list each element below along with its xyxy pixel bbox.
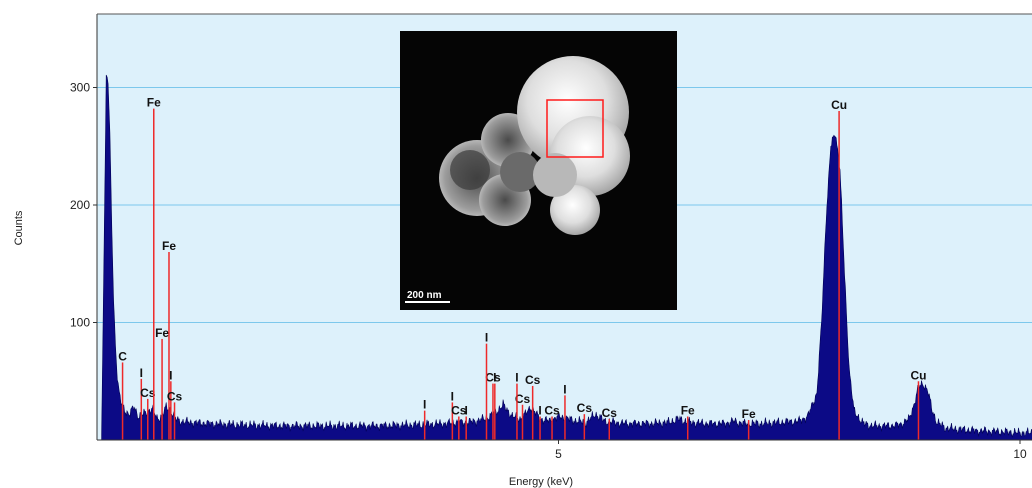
peak-label-fe: Fe bbox=[155, 326, 169, 340]
peak-label-cs: Cs bbox=[167, 389, 183, 403]
y-tick-label: 200 bbox=[70, 198, 90, 212]
peak-label-cs: Cs bbox=[602, 406, 618, 420]
peak-label-i: I bbox=[493, 371, 496, 385]
peak-label-cs: Cs bbox=[140, 386, 156, 400]
peak-label-i: I bbox=[538, 404, 541, 418]
peak-label-fe: Fe bbox=[147, 96, 161, 110]
scale-bar-label: 200 nm bbox=[407, 290, 442, 301]
peak-label-cs: Cs bbox=[515, 392, 531, 406]
peak-label-i: I bbox=[465, 404, 468, 418]
peak-label-i: I bbox=[563, 382, 566, 396]
x-tick-label: 10 bbox=[1013, 447, 1027, 461]
y-axis-label: Counts bbox=[13, 210, 25, 245]
peak-label-cs: Cs bbox=[451, 404, 467, 418]
peak-label-i: I bbox=[423, 398, 426, 412]
peak-label-i: I bbox=[515, 371, 518, 385]
peak-label-fe: Fe bbox=[162, 239, 176, 253]
peak-label-cs: Cs bbox=[525, 373, 541, 387]
spectrum-area bbox=[101, 74, 1032, 441]
y-tick-label: 300 bbox=[70, 81, 90, 95]
x-tick-label: 5 bbox=[555, 447, 562, 461]
selection-box bbox=[546, 99, 604, 158]
peak-label-i: I bbox=[140, 366, 143, 380]
tem-inset-image: 200 nm bbox=[400, 31, 677, 310]
y-tick-label: 100 bbox=[70, 316, 90, 330]
peak-label-cs: Cs bbox=[485, 371, 501, 385]
peak-label-cu: Cu bbox=[831, 98, 847, 112]
peak-label-i: I bbox=[485, 331, 488, 345]
peak-label-i: I bbox=[451, 389, 454, 403]
peak-label-fe: Fe bbox=[681, 404, 695, 418]
peak-label-fe: Fe bbox=[742, 407, 756, 421]
tick-labels: 100 200 300 5 10 bbox=[70, 81, 1027, 462]
peak-label-cs: Cs bbox=[577, 401, 593, 415]
peak-label-cs: Cs bbox=[544, 404, 560, 418]
axes bbox=[96, 13, 1032, 441]
peak-label-c: C bbox=[118, 349, 127, 363]
x-axis-label: Energy (keV) bbox=[509, 476, 573, 488]
particle-cluster bbox=[439, 56, 630, 235]
peak-label-cu: Cu bbox=[910, 368, 926, 382]
peak-label-i: I bbox=[169, 368, 172, 382]
